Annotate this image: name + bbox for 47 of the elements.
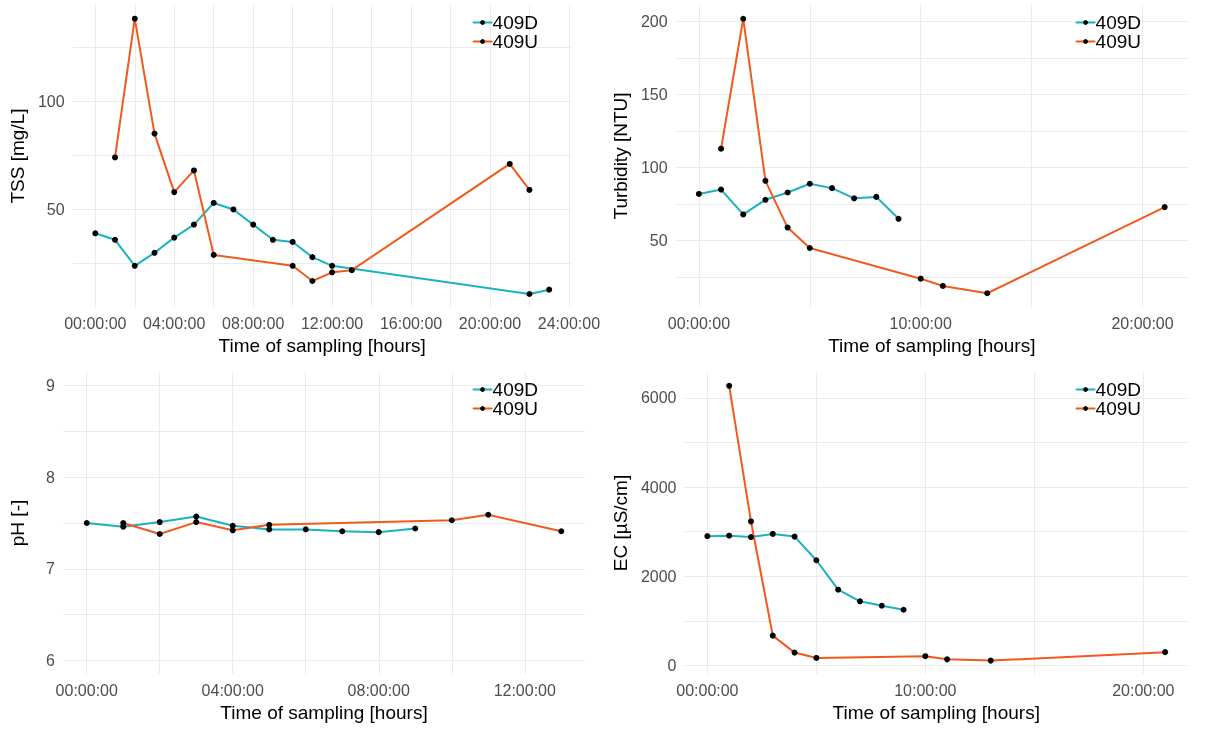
x-tick-label: 00:00:00 xyxy=(676,681,739,699)
x-tick-label: 04:00:00 xyxy=(143,314,206,332)
y-tick-label: 50 xyxy=(46,200,65,218)
legend-label: 409D xyxy=(1095,379,1141,400)
x-tick-label: 16:00:00 xyxy=(379,314,443,332)
y-axis-title: EC [µS/cm] xyxy=(610,474,631,572)
y-tick-label: 8 xyxy=(46,468,56,486)
y-tick-label: 9 xyxy=(46,377,56,395)
x-tick-label: 20:00:00 xyxy=(458,314,522,332)
y-tick-label: 6000 xyxy=(640,389,677,407)
x-tick-label: 00:00:00 xyxy=(64,314,127,332)
y-tick-label: 100 xyxy=(37,92,65,110)
y-tick-label: 0 xyxy=(667,657,677,675)
x-tick-label: 10:00:00 xyxy=(894,681,957,699)
y-axis-title: TSS [mg/L] xyxy=(7,108,28,204)
y-tick-label: 100 xyxy=(640,159,668,177)
legend-label: 409U xyxy=(1095,31,1141,52)
legend-label: 409D xyxy=(492,12,538,33)
y-tick-label: 4000 xyxy=(640,478,677,496)
legend-label: 409U xyxy=(492,31,538,52)
y-tick-label: 200 xyxy=(640,13,668,31)
y-tick-label: 50 xyxy=(649,232,668,250)
x-tick-label: 20:00:00 xyxy=(1111,314,1174,332)
y-tick-label: 150 xyxy=(640,86,668,104)
x-tick-label: 12:00:00 xyxy=(300,314,364,332)
x-tick-label: 24:00:00 xyxy=(537,314,601,332)
x-axis-title: Time of sampling [hours] xyxy=(828,334,1036,356)
y-axis-title: Turbidity [NTU] xyxy=(610,92,631,220)
x-axis-title: Time of sampling [hours] xyxy=(832,701,1040,723)
legend-label: 409D xyxy=(492,379,538,400)
x-tick-label: 00:00:00 xyxy=(667,314,731,332)
y-tick-label: 2000 xyxy=(640,567,677,585)
x-tick-label: 08:00:00 xyxy=(222,314,285,332)
x-axis-title: Time of sampling [hours] xyxy=(218,334,426,356)
x-tick-label: 00:00:00 xyxy=(55,681,118,699)
x-tick-label: 12:00:00 xyxy=(493,681,557,699)
x-tick-label: 04:00:00 xyxy=(201,681,264,699)
x-tick-label: 20:00:00 xyxy=(1112,681,1175,699)
y-tick-label: 6 xyxy=(46,651,56,669)
y-axis-title: pH [-] xyxy=(7,499,28,547)
y-tick-label: 7 xyxy=(46,560,56,578)
x-tick-label: 10:00:00 xyxy=(889,314,952,332)
legend-label: 409U xyxy=(1095,398,1141,419)
legend-label: 409D xyxy=(1095,12,1141,33)
x-axis-title: Time of sampling [hours] xyxy=(220,701,428,723)
x-tick-label: 08:00:00 xyxy=(347,681,410,699)
legend-label: 409U xyxy=(492,398,538,419)
